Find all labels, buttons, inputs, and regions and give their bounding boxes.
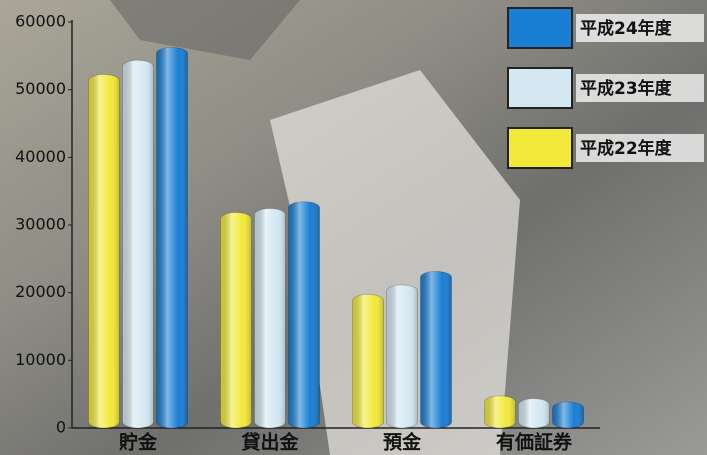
legend-label: 平成23年度 [580,78,673,99]
bar-highlight [156,47,188,428]
background-shape [110,0,300,60]
bar-highlight [552,402,584,428]
legend-text-bg [576,134,704,162]
bar-highlight [420,271,452,428]
y-tick-label: 60000 [15,12,66,31]
legend-label: 平成24年度 [580,18,673,39]
bar-highlight [288,201,320,428]
x-tick-label: 有価証券 [496,431,573,454]
background-shape [270,70,520,455]
bar-highlight [484,395,516,428]
y-tick-label: 0 [56,418,66,437]
legend-swatch [507,67,573,109]
y-tick-label: 10000 [15,350,66,369]
y-tick-label: 50000 [15,79,66,98]
y-tick-label: 30000 [15,215,66,234]
bar-highlight [386,284,418,428]
bar-highlight [88,74,120,429]
x-tick-label: 預金 [383,431,422,454]
legend-text-bg [576,14,704,42]
legend-label: 平成22年度 [580,138,673,159]
bar-highlight [254,208,286,428]
legend-text-bg [576,74,704,102]
legend-swatch [507,127,573,169]
bar-highlight [518,398,550,428]
x-tick-label: 貸出金 [240,431,299,454]
bar-highlight [352,294,384,428]
y-tick-label: 20000 [15,282,66,301]
x-tick-label: 貯金 [119,431,158,454]
legend-swatch [507,7,573,49]
bar-highlight [122,60,154,428]
bar-highlight [220,212,252,428]
y-tick-label: 40000 [15,147,66,166]
